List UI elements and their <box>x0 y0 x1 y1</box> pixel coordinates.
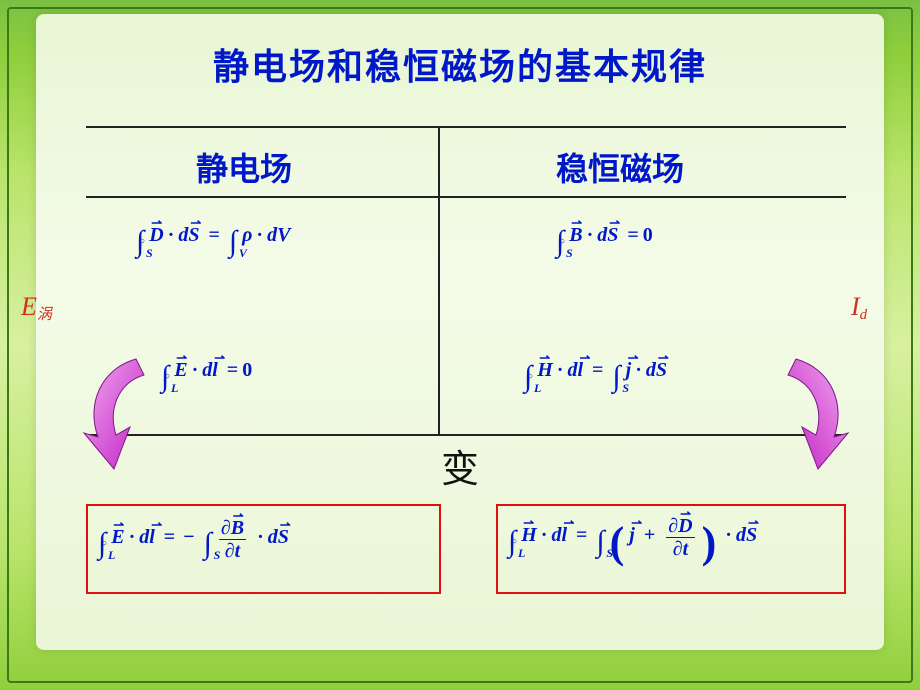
eq-gauss-B: ∫○S ⇀B·d⇀S =0 <box>556 224 653 257</box>
col-header-electrostatic: 静电场 <box>196 144 292 190</box>
col-header-magnetostatic: 稳恒磁场 <box>556 144 684 190</box>
eq-circuital-H: ∫○L ⇀H·d⇀l = ∫S ⇀j·d⇀S <box>524 359 667 392</box>
slide-root: 静电场和稳恒磁场的基本规律 静电场 稳恒磁场 ∫○S ⇀D·d⇀S = ∫V ρ… <box>0 0 920 690</box>
eq-gauss-D: ∫○S ⇀D·d⇀S = ∫V ρ·dV <box>136 224 290 257</box>
eq-ampere-maxwell: ∫○L ⇀H·d⇀l = ∫S ( ⇀j + ∂⇀D ∂t ) ·d⇀S <box>508 516 757 559</box>
label-E-vortex: E涡 <box>21 292 52 324</box>
table-hline-bot <box>86 434 846 436</box>
eq-faraday: ∫○L ⇀E·d⇀l =− ∫S ∂⇀B ∂t ·d⇀S <box>98 518 289 561</box>
change-character: 变 <box>36 438 884 493</box>
table-hline-top <box>86 126 846 128</box>
label-I-d: Id <box>851 292 867 324</box>
content-panel: 静电场和稳恒磁场的基本规律 静电场 稳恒磁场 ∫○S ⇀D·d⇀S = ∫V ρ… <box>36 14 884 650</box>
result-box-H: ∫○L ⇀H·d⇀l = ∫S ( ⇀j + ∂⇀D ∂t ) ·d⇀S <box>496 504 846 594</box>
table-vline <box>438 126 440 434</box>
page-title: 静电场和稳恒磁场的基本规律 <box>36 38 884 90</box>
result-box-E: ∫○L ⇀E·d⇀l =− ∫S ∂⇀B ∂t ·d⇀S <box>86 504 441 594</box>
table-hline-mid <box>86 196 846 198</box>
